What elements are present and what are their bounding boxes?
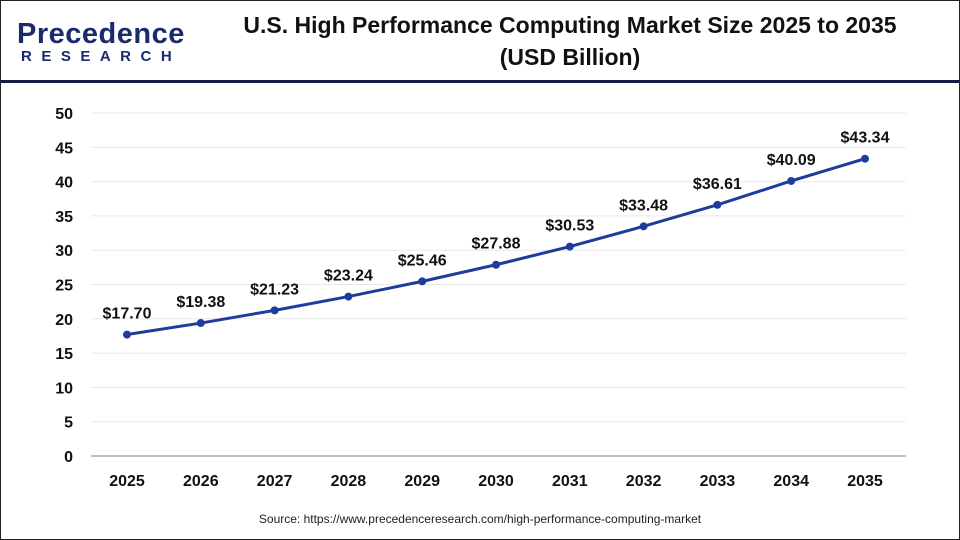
subtitle-line: (USD Billion) xyxy=(499,44,641,70)
y-tick-label: 15 xyxy=(55,346,73,363)
x-tick-label: 2035 xyxy=(847,473,883,490)
x-tick-label: 2028 xyxy=(331,473,367,490)
x-tick-label: 2027 xyxy=(257,473,293,490)
y-tick-label: 5 xyxy=(64,415,73,432)
logo-sub-text: RESEARCH xyxy=(21,48,182,65)
data-label: $33.48 xyxy=(619,197,668,214)
x-tick-label: 2026 xyxy=(183,473,219,490)
data-label: $23.24 xyxy=(324,268,373,285)
data-point xyxy=(492,260,500,269)
x-tick-label: 2025 xyxy=(109,473,145,490)
data-label: $25.46 xyxy=(398,252,447,269)
data-point xyxy=(713,200,722,209)
data-label: $19.38 xyxy=(176,294,225,311)
y-tick-label: 35 xyxy=(55,209,73,226)
header-rule xyxy=(1,80,959,83)
data-label: $17.70 xyxy=(103,306,152,323)
data-point xyxy=(196,319,205,328)
data-label: $27.88 xyxy=(472,236,521,253)
data-point xyxy=(123,330,131,339)
title-line: U.S. High Performance Computing Market S… xyxy=(243,12,897,38)
data-point xyxy=(639,222,648,231)
y-tick-label: 20 xyxy=(55,312,73,329)
data-point xyxy=(565,242,574,251)
chart-title: U.S. High Performance Computing Market S… xyxy=(201,9,939,73)
data-point xyxy=(418,277,427,286)
data-label: $21.23 xyxy=(250,281,299,298)
data-point xyxy=(861,154,869,163)
y-tick-label: 0 xyxy=(64,449,73,466)
x-tick-label: 2031 xyxy=(552,473,588,490)
precedence-research-logo: Precedence RESEARCH xyxy=(17,19,185,65)
x-tick-label: 2034 xyxy=(773,473,809,490)
data-label: $30.53 xyxy=(545,218,594,235)
y-tick-label: 10 xyxy=(55,380,73,397)
x-tick-label: 2030 xyxy=(478,473,514,490)
y-tick-label: 50 xyxy=(55,106,73,123)
data-label: $40.09 xyxy=(767,152,816,169)
source-note: Source: https://www.precedenceresearch.c… xyxy=(258,512,702,526)
y-tick-label: 45 xyxy=(55,140,73,157)
data-label: $36.61 xyxy=(693,176,742,193)
data-point xyxy=(344,292,353,301)
data-point xyxy=(270,306,279,315)
y-tick-label: 30 xyxy=(55,243,73,260)
logo-main-text: Precedence xyxy=(17,18,185,50)
data-point xyxy=(787,176,796,185)
y-tick-label: 40 xyxy=(55,175,73,192)
x-tick-label: 2029 xyxy=(404,473,440,490)
x-tick-label: 2033 xyxy=(700,473,736,490)
data-label: $43.34 xyxy=(841,130,890,147)
x-tick-label: 2032 xyxy=(626,473,662,490)
y-tick-label: 25 xyxy=(55,278,73,295)
